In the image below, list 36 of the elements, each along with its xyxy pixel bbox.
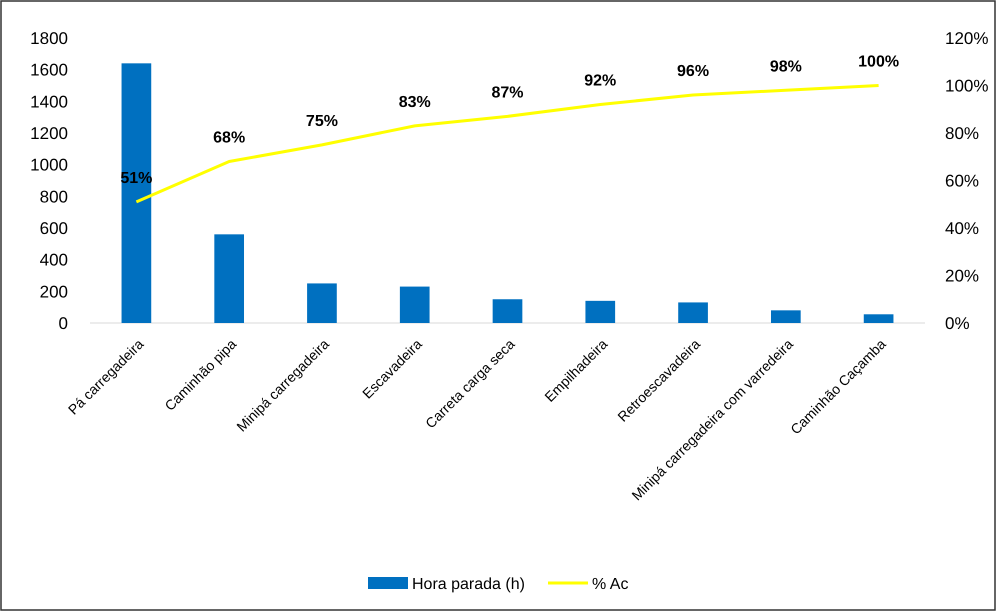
bar xyxy=(307,283,337,323)
y-tick-label: 600 xyxy=(40,219,68,238)
y-tick-label: 1000 xyxy=(30,156,68,175)
bar xyxy=(585,300,616,323)
data-label: 75% xyxy=(306,112,338,130)
data-label: 92% xyxy=(584,72,616,90)
y-tick-label: 200 xyxy=(40,282,68,302)
y-tick-label: 1800 xyxy=(30,29,68,48)
y-tick-label: 1200 xyxy=(30,124,68,143)
data-label: 83% xyxy=(398,94,431,111)
y2-tick-label: 0% xyxy=(945,314,970,333)
bar xyxy=(770,310,801,323)
y-tick-label: 1400 xyxy=(30,92,68,112)
data-label: 87% xyxy=(491,84,524,102)
bar xyxy=(400,286,430,323)
data-label: 98% xyxy=(770,58,802,76)
legend-label: % Ac xyxy=(592,576,628,593)
bar xyxy=(214,234,244,323)
y2-tick-label: 120% xyxy=(945,29,988,48)
y-tick-label: 400 xyxy=(40,250,68,270)
bar xyxy=(122,63,152,323)
bar xyxy=(678,302,708,323)
y2-tick-label: 60% xyxy=(945,172,980,190)
y2-tick-label: 40% xyxy=(945,219,980,238)
y-tick-label: 0 xyxy=(58,314,68,333)
bar xyxy=(492,299,522,323)
data-label: 100% xyxy=(858,54,900,70)
bar xyxy=(864,314,894,323)
y-tick-label: 1600 xyxy=(30,60,68,80)
data-label: 96% xyxy=(677,63,710,80)
data-label: 68% xyxy=(213,130,246,146)
legend-label: Hora parada (h) xyxy=(412,576,525,593)
y2-tick-label: 80% xyxy=(945,124,980,143)
y2-tick-label: 100% xyxy=(945,76,988,96)
y2-tick-label: 20% xyxy=(945,266,980,286)
y-tick-label: 800 xyxy=(40,187,68,206)
